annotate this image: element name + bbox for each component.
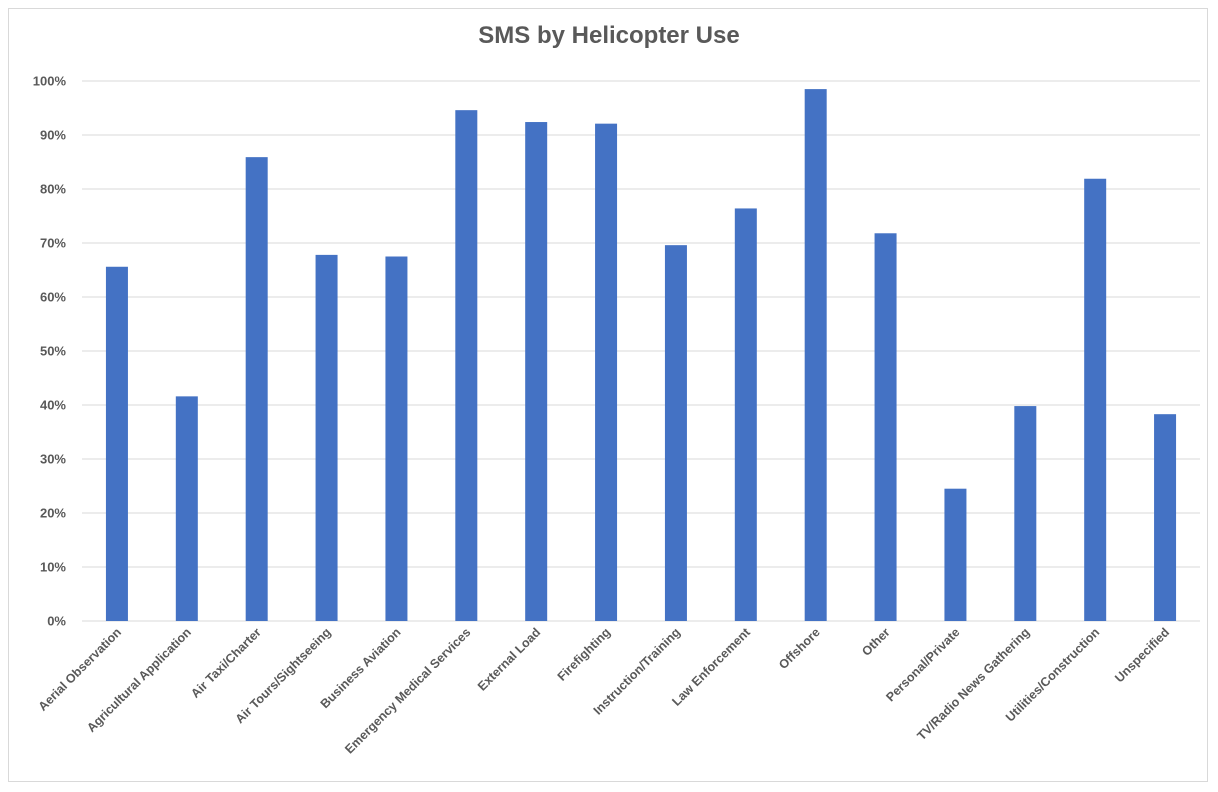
bar [735,208,757,621]
x-category-label: Air Taxi/Charter [188,625,264,701]
y-tick-label: 70% [40,236,66,251]
x-category-label: Other [859,625,893,659]
bar [1014,406,1036,621]
y-tick-label: 10% [40,560,66,575]
bar [595,124,617,621]
bar [944,489,966,621]
x-category-label: Emergency Medical Services [342,625,473,756]
bar [805,89,827,621]
bar [385,257,407,622]
bars [106,89,1176,621]
y-axis-tick-labels: 0% 10% 20% 30% 40% 50% 60% 70% 80% 90% 100% [33,74,67,629]
bar [1154,414,1176,621]
x-category-label: Firefighting [555,625,614,684]
y-tick-label: 100% [33,74,67,89]
x-category-label: External Load [475,625,543,693]
x-category-label: Personal/Private [883,625,962,704]
x-category-label: TV/Radio News Gathering [914,625,1032,743]
y-tick-label: 40% [40,398,66,413]
bar [875,233,897,621]
bar [665,245,687,621]
y-tick-label: 60% [40,290,66,305]
y-tick-label: 0% [47,614,66,629]
bar [1084,179,1106,621]
x-category-label: Unspecified [1112,625,1172,685]
bar [316,255,338,621]
bar [176,396,198,621]
y-tick-label: 50% [40,344,66,359]
x-category-label: Offshore [776,625,823,672]
bar [246,157,268,621]
bar [455,110,477,621]
x-category-label: Law Enforcement [669,625,753,709]
bar [106,267,128,621]
y-tick-label: 90% [40,128,66,143]
bar [525,122,547,621]
y-tick-label: 80% [40,182,66,197]
y-tick-label: 30% [40,452,66,467]
y-tick-label: 20% [40,506,66,521]
